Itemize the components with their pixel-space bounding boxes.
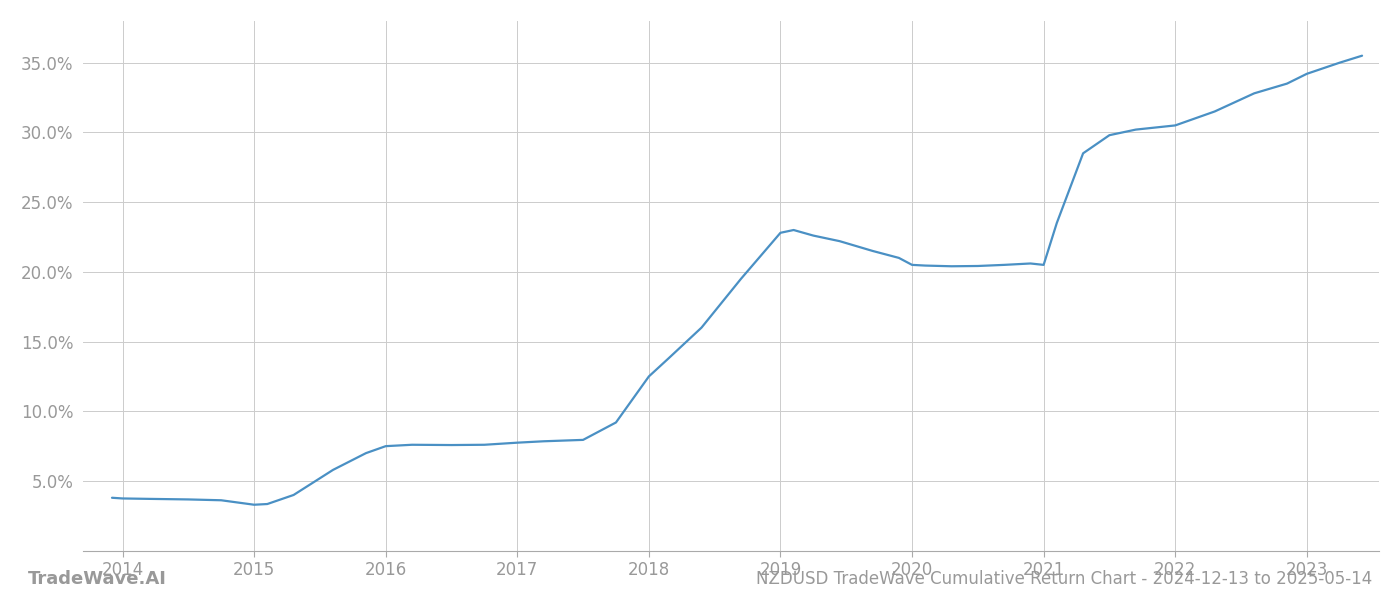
- Text: TradeWave.AI: TradeWave.AI: [28, 570, 167, 588]
- Text: NZDUSD TradeWave Cumulative Return Chart - 2024-12-13 to 2025-05-14: NZDUSD TradeWave Cumulative Return Chart…: [756, 570, 1372, 588]
